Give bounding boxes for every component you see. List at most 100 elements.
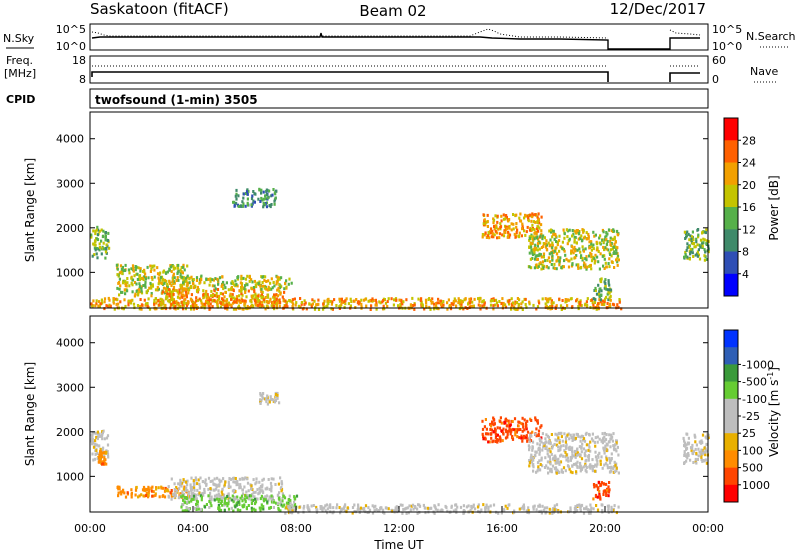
data-cell bbox=[469, 297, 473, 301]
data-cell bbox=[252, 507, 255, 511]
data-cell bbox=[172, 272, 175, 276]
data-cell bbox=[251, 498, 254, 502]
data-cell bbox=[257, 492, 260, 496]
data-cell bbox=[700, 455, 703, 459]
data-cell bbox=[455, 304, 458, 308]
data-cell bbox=[553, 249, 556, 253]
data-cell bbox=[236, 508, 239, 512]
data-cell bbox=[515, 222, 518, 225]
data-cell bbox=[612, 252, 615, 255]
data-cell bbox=[504, 303, 507, 307]
data-cell bbox=[188, 281, 191, 285]
freq-series-late bbox=[669, 72, 700, 82]
data-cell bbox=[339, 509, 342, 513]
data-cell bbox=[181, 289, 184, 293]
data-cell bbox=[232, 307, 236, 311]
data-cell bbox=[687, 232, 690, 236]
data-cell bbox=[593, 485, 596, 489]
data-cell bbox=[512, 213, 515, 216]
data-cell bbox=[516, 428, 519, 432]
data-cell bbox=[558, 259, 561, 263]
data-cell bbox=[527, 219, 530, 223]
data-cell bbox=[185, 486, 188, 490]
data-cell bbox=[317, 298, 320, 302]
data-cell bbox=[367, 299, 370, 303]
data-cell bbox=[182, 479, 185, 483]
data-cell bbox=[109, 305, 112, 309]
data-cell bbox=[504, 504, 507, 508]
data-cell bbox=[508, 427, 511, 431]
velocity-ylabel: Slant Range [km] bbox=[23, 362, 37, 466]
data-cell bbox=[594, 455, 598, 459]
data-cell bbox=[283, 503, 286, 507]
data-cell bbox=[252, 286, 255, 289]
data-cell bbox=[181, 492, 184, 496]
data-cell bbox=[100, 453, 103, 457]
data-cell bbox=[103, 461, 106, 465]
data-cell bbox=[612, 245, 615, 249]
data-cell bbox=[520, 302, 523, 306]
data-cell bbox=[600, 289, 603, 293]
data-cell bbox=[534, 213, 537, 217]
data-cell bbox=[185, 301, 188, 305]
data-cell bbox=[235, 295, 239, 299]
data-cell bbox=[606, 292, 609, 296]
data-cell bbox=[192, 483, 196, 487]
data-cell bbox=[578, 232, 581, 236]
data-cell bbox=[483, 218, 486, 222]
data-cell bbox=[544, 437, 547, 441]
data-cell bbox=[548, 297, 551, 301]
data-cell bbox=[221, 496, 224, 500]
data-cell bbox=[591, 301, 594, 305]
data-cell bbox=[327, 297, 330, 301]
data-cell bbox=[155, 307, 158, 311]
data-cell bbox=[183, 500, 186, 504]
data-cell bbox=[218, 480, 221, 484]
data-cell bbox=[532, 463, 535, 466]
data-cell bbox=[181, 295, 184, 299]
data-cell bbox=[275, 501, 278, 505]
data-cell bbox=[115, 263, 118, 267]
data-cell bbox=[572, 247, 575, 251]
data-cell bbox=[98, 242, 101, 246]
data-cell bbox=[493, 233, 496, 237]
data-cell bbox=[562, 228, 565, 232]
data-cell bbox=[405, 511, 408, 515]
data-cell bbox=[133, 274, 136, 278]
data-cell bbox=[530, 419, 533, 422]
freq-series bbox=[91, 71, 609, 82]
data-cell bbox=[595, 307, 598, 311]
data-cell bbox=[686, 456, 689, 460]
data-cell bbox=[277, 508, 280, 512]
data-cell bbox=[178, 483, 182, 487]
data-cell bbox=[256, 497, 259, 501]
data-cell bbox=[575, 432, 578, 436]
data-cell bbox=[181, 286, 184, 290]
data-cell bbox=[358, 507, 361, 511]
data-cell bbox=[291, 300, 294, 304]
data-cell bbox=[344, 302, 347, 306]
nsky-series bbox=[91, 32, 700, 50]
data-cell bbox=[543, 444, 546, 447]
data-cell bbox=[117, 281, 120, 285]
data-cell bbox=[563, 232, 566, 236]
data-cell bbox=[165, 279, 168, 283]
data-cell bbox=[252, 304, 255, 308]
data-cell bbox=[538, 459, 541, 463]
data-cell bbox=[234, 497, 237, 501]
data-cell bbox=[179, 268, 182, 272]
data-cell bbox=[460, 302, 463, 306]
data-cell bbox=[547, 256, 550, 260]
data-cell bbox=[482, 213, 485, 217]
x-axis-label: Time UT bbox=[373, 538, 424, 552]
data-cell bbox=[486, 234, 489, 238]
data-cell bbox=[331, 307, 334, 311]
data-cell bbox=[607, 279, 610, 283]
data-cell bbox=[684, 250, 687, 254]
data-cell bbox=[528, 459, 531, 462]
data-cell bbox=[583, 265, 586, 269]
y-tick-label: 3000 bbox=[56, 177, 84, 190]
data-cell bbox=[312, 504, 315, 507]
data-cell bbox=[103, 300, 106, 304]
